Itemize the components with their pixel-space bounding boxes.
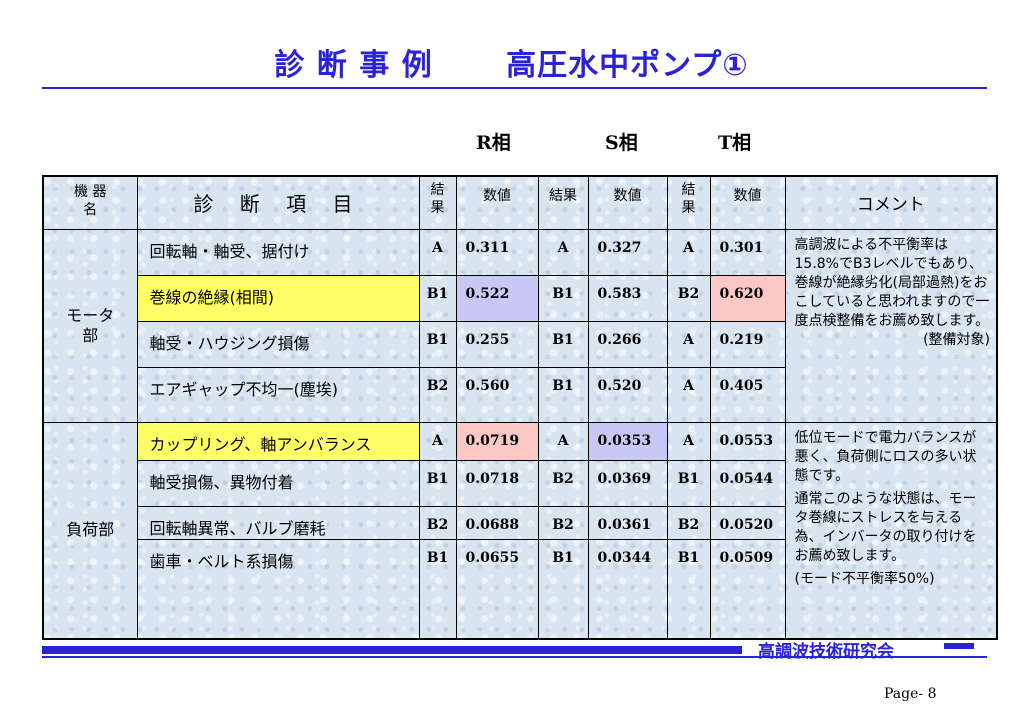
value-s: 0.266 xyxy=(587,320,668,368)
value-s: 0.0369 xyxy=(587,459,668,507)
value-r: 0.0718 xyxy=(455,459,539,507)
footer-bar-right xyxy=(944,643,974,649)
value-r: 0.0655 xyxy=(455,538,539,640)
phase-r-label: R相 xyxy=(476,132,511,154)
diagnosis-item: エアギャップ不均一(塵埃) xyxy=(136,366,420,423)
table-row: 歯車・ベルト系損傷 B1 0.0655 B1 0.0344 B1 0.0509 xyxy=(43,538,997,640)
value-t: 0.0553 xyxy=(709,421,786,461)
result-t: A xyxy=(666,421,711,461)
result-t: A xyxy=(666,320,711,368)
table-row: 回転軸異常、バルブ磨耗 B2 0.0688 B2 0.0361 B2 0.052… xyxy=(43,505,997,540)
value-t: 0.0544 xyxy=(709,459,786,507)
value-r: 0.0719 xyxy=(455,421,539,461)
result-s: B1 xyxy=(537,274,589,322)
result-s: A xyxy=(537,421,589,461)
header-value-r: 数値 xyxy=(455,175,539,230)
comment-motor: 高調波による不平衡率は15.8%でB3レベルでもあり、巻線が絶縁劣化(局部過熱)… xyxy=(784,228,998,423)
result-s: B2 xyxy=(537,505,589,540)
value-s: 0.0344 xyxy=(587,538,668,640)
value-r: 0.560 xyxy=(455,366,539,423)
value-r: 0.522 xyxy=(455,274,539,322)
title-underline xyxy=(42,87,987,89)
diagnosis-item: 歯車・ベルト系損傷 xyxy=(136,538,420,640)
diagnosis-item: 回転軸異常、バルブ磨耗 xyxy=(136,505,420,540)
result-t: B1 xyxy=(666,538,711,640)
table-row: モータ部 回転軸・軸受、据付け A 0.311 A 0.327 A 0.301 … xyxy=(42,228,998,423)
diagnosis-table-wrapper: 機 器名 診 断 項 目 結果 数値 結果 数値 結果 数値 コメント モータ部… xyxy=(42,175,998,640)
header-result-t: 結果 xyxy=(666,175,711,230)
comment-text: 低位モードで電力バランスが悪く、負荷側にロスの多い状態です。 xyxy=(794,429,977,484)
value-t: 0.301 xyxy=(709,228,786,276)
value-s: 0.520 xyxy=(587,366,668,423)
table-row: エアギャップ不均一(塵埃) B2 0.560 B1 0.520 A 0.405 xyxy=(43,366,997,423)
diagnosis-item: 軸受損傷、異物付着 xyxy=(136,459,420,507)
result-r: B1 xyxy=(418,320,457,368)
value-t: 0.0509 xyxy=(709,538,786,640)
result-t: A xyxy=(666,228,711,276)
header-value-s: 数値 xyxy=(587,175,668,230)
result-s: B1 xyxy=(537,538,589,640)
comment-load: 低位モードで電力バランスが悪く、負荷側にロスの多い状態です。 通常このような状態… xyxy=(784,421,998,640)
result-s: B2 xyxy=(537,459,589,507)
footer-line xyxy=(42,656,987,658)
phase-s-label: S相 xyxy=(605,132,638,154)
header-diagnosis-item: 診 断 項 目 xyxy=(136,175,420,230)
header-result-s: 結果 xyxy=(537,175,589,230)
result-r: B2 xyxy=(418,366,457,423)
result-t: B2 xyxy=(666,505,711,540)
value-r: 0.0688 xyxy=(455,505,539,540)
page-title: 診 断 事 例 高圧水中ポンプ① xyxy=(274,48,749,83)
result-r: B1 xyxy=(418,538,457,640)
table-row: 軸受損傷、異物付着 B1 0.0718 B2 0.0369 B1 0.0544 xyxy=(43,459,997,507)
page-number: Page- 8 xyxy=(884,686,937,702)
result-r: B1 xyxy=(418,274,457,322)
phase-t-label: T相 xyxy=(718,132,752,154)
comment-text: 通常このような状態は、モータ巻線にストレスを与える為、インバータの取り付けをお薦… xyxy=(794,490,977,564)
diagnosis-item: 回転軸・軸受、据付け xyxy=(136,228,420,276)
value-s: 0.0353 xyxy=(587,421,668,461)
table-header-row: 機 器名 診 断 項 目 結果 数値 結果 数値 結果 数値 コメント xyxy=(42,175,998,230)
header-value-t: 数値 xyxy=(709,175,786,230)
value-s: 0.327 xyxy=(587,228,668,276)
table-row: 巻線の絶縁(相間) B1 0.522 B1 0.583 B2 0.620 xyxy=(43,274,997,322)
result-r: A xyxy=(418,228,457,276)
result-r: B2 xyxy=(418,505,457,540)
table-row: 軸受・ハウジング損傷 B1 0.255 B1 0.266 A 0.219 xyxy=(43,320,997,368)
result-t: B2 xyxy=(666,274,711,322)
header-equipment: 機 器名 xyxy=(42,175,138,230)
value-t: 0.405 xyxy=(709,366,786,423)
footer-bar xyxy=(42,646,742,654)
result-s: B1 xyxy=(537,320,589,368)
result-r: A xyxy=(418,421,457,461)
comment-note: (モード不平衡率50%) xyxy=(794,570,935,587)
value-t: 0.219 xyxy=(709,320,786,368)
header-result-r: 結果 xyxy=(418,175,457,230)
result-t: A xyxy=(666,366,711,423)
result-t: B1 xyxy=(666,459,711,507)
equipment-motor: モータ部 xyxy=(42,228,138,423)
header-comment: コメント xyxy=(784,175,998,230)
value-t: 0.620 xyxy=(709,274,786,322)
comment-note: (整備対象) xyxy=(923,331,990,348)
comment-text: 高調波による不平衡率は15.8%でB3レベルでもあり、巻線が絶縁劣化(局部過熱)… xyxy=(794,236,990,329)
result-r: B1 xyxy=(418,459,457,507)
value-r: 0.311 xyxy=(455,228,539,276)
equipment-load: 負荷部 xyxy=(42,421,138,640)
result-s: A xyxy=(537,228,589,276)
diagnosis-table: 機 器名 診 断 項 目 結果 数値 結果 数値 結果 数値 コメント モータ部… xyxy=(42,175,998,640)
diagnosis-item: 軸受・ハウジング損傷 xyxy=(136,320,420,368)
result-s: B1 xyxy=(537,366,589,423)
value-r: 0.255 xyxy=(455,320,539,368)
diagnosis-item: 巻線の絶縁(相間) xyxy=(136,274,420,322)
value-s: 0.583 xyxy=(587,274,668,322)
value-t: 0.0520 xyxy=(709,505,786,540)
table-row: 負荷部 カップリング、軸アンバランス A 0.0719 A 0.0353 A 0… xyxy=(42,421,998,640)
organization-name: 高調波技術研究会 xyxy=(758,642,894,662)
value-s: 0.0361 xyxy=(587,505,668,540)
diagnosis-item: カップリング、軸アンバランス xyxy=(136,421,420,461)
